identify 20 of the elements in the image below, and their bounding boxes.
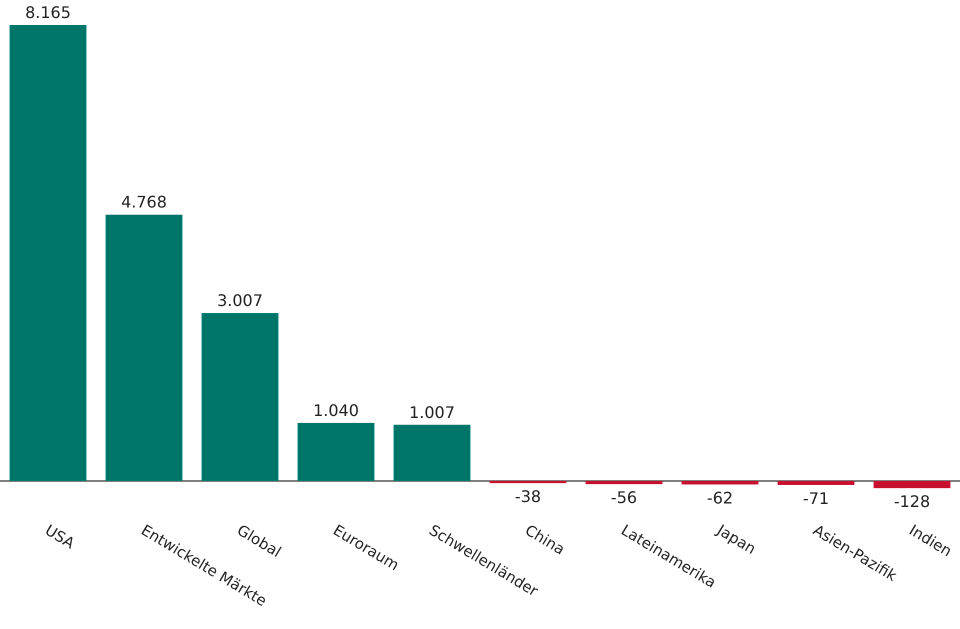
- data-label: -71: [802, 488, 830, 508]
- data-label: -38: [514, 487, 542, 506]
- bar: [106, 214, 182, 481]
- data-label: 1.040: [313, 400, 359, 420]
- bar: [298, 422, 374, 481]
- data-label: -128: [894, 492, 930, 512]
- bar: [10, 25, 86, 481]
- data-label: 1.007: [409, 402, 455, 422]
- bar: [682, 481, 758, 484]
- bar: [874, 481, 950, 488]
- data-label: -62: [706, 488, 734, 508]
- x-tick-label: USA: [42, 521, 78, 553]
- data-label: 8.165: [25, 3, 71, 22]
- bar: [202, 313, 278, 481]
- data-label: 4.768: [121, 192, 167, 212]
- bar: [586, 481, 662, 484]
- data-label: -56: [610, 488, 638, 508]
- bar: [778, 481, 854, 485]
- bar: [394, 424, 470, 481]
- data-label: 3.007: [217, 291, 263, 310]
